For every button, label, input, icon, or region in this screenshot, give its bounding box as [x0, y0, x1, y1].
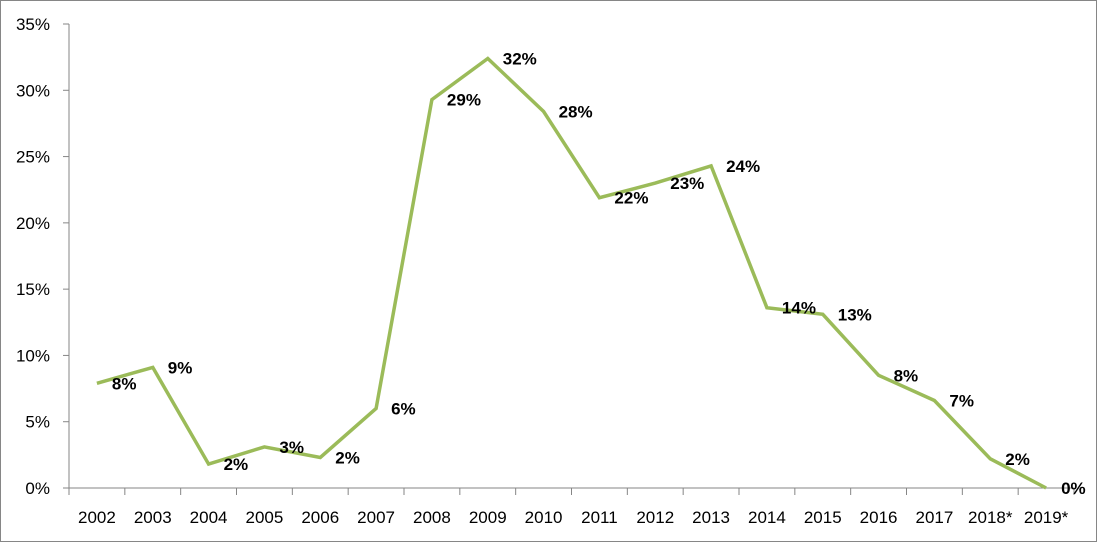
x-tick-label: 2019* [1024, 508, 1069, 527]
data-label: 7% [949, 392, 974, 411]
y-tick-label: 20% [16, 214, 50, 233]
data-label: 2% [224, 455, 249, 474]
data-label: 3% [279, 438, 304, 457]
x-tick-label: 2016 [860, 508, 898, 527]
x-tick-label: 2018* [968, 508, 1013, 527]
data-label: 8% [112, 374, 137, 393]
x-tick-label: 2003 [134, 508, 172, 527]
data-labels: 8% 9% 2% 3% 2% 6% 29% 32% 28% 22% 23% 24% 14% 13% 8% 7%… [112, 49, 1086, 498]
x-tick-label: 2007 [357, 508, 395, 527]
data-label: 24% [726, 157, 760, 176]
y-tick-label: 5% [25, 413, 50, 432]
data-label: 29% [447, 91, 481, 110]
x-tick-label: 2008 [413, 508, 451, 527]
data-label: 9% [168, 358, 193, 377]
data-label: 13% [838, 305, 872, 324]
x-tick-label: 2009 [469, 508, 507, 527]
y-tick-label: 0% [25, 479, 50, 498]
series-line [96, 56, 1047, 490]
x-tick-label: 2004 [190, 508, 228, 527]
y-tick-label: 15% [16, 280, 50, 299]
x-tick-label: 2006 [301, 508, 339, 527]
y-tick-label: 25% [16, 148, 50, 167]
y-tick-label: 35% [16, 15, 50, 34]
y-tick-label: 30% [16, 81, 50, 100]
data-label: 23% [670, 174, 704, 193]
data-label: 0% [1061, 479, 1086, 498]
x-tick-label: 2002 [78, 508, 116, 527]
data-label: 2% [1005, 450, 1030, 469]
data-label: 32% [503, 49, 537, 68]
y-tick-label: 10% [16, 346, 50, 365]
axes: 0% 5% 10% 15% 20% 25% 30% 35% 2002 2003 2004 2005 20… [16, 15, 1075, 527]
series-layer [96, 56, 1047, 490]
x-tick-label: 2014 [748, 508, 786, 527]
x-tick-label: 2005 [246, 508, 284, 527]
x-tick-label: 2012 [636, 508, 674, 527]
x-tick-label: 2017 [916, 508, 954, 527]
x-tick-label: 2010 [525, 508, 563, 527]
x-tick-label: 2015 [804, 508, 842, 527]
data-label: 28% [559, 102, 593, 121]
x-tick-label: 2011 [581, 508, 618, 527]
data-label: 14% [782, 299, 816, 318]
data-label: 2% [335, 449, 360, 468]
x-tick-label: 2013 [692, 508, 730, 527]
data-label: 6% [391, 399, 416, 418]
data-label: 22% [614, 189, 648, 208]
data-label: 8% [894, 366, 919, 385]
